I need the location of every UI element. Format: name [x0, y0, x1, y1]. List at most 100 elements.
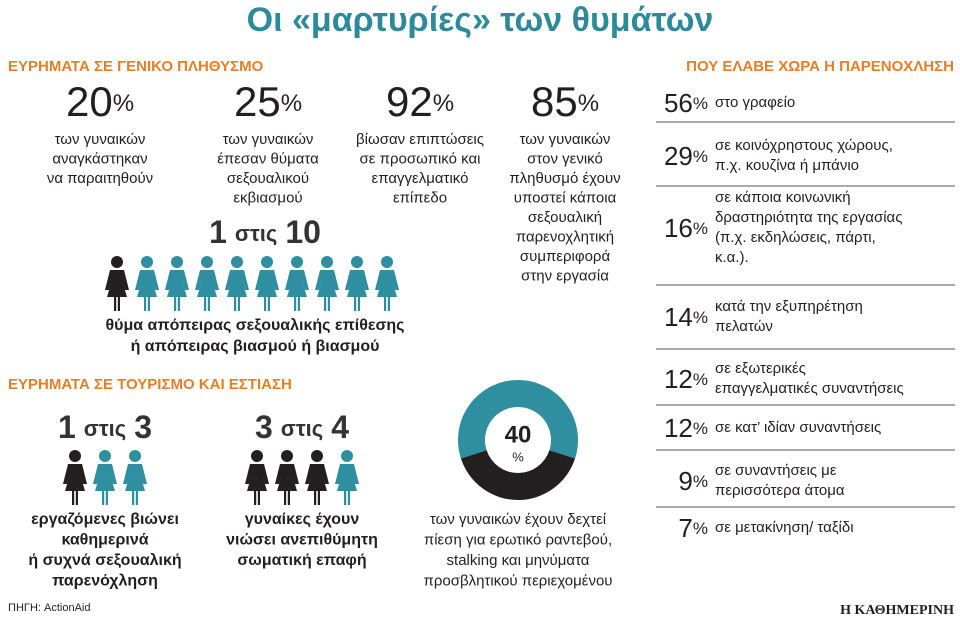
ratio-word: στις: [235, 221, 277, 246]
title: Οι «μαρτυρίες» των θυμάτων: [247, 1, 714, 39]
person-head: [341, 450, 353, 462]
person-body: [63, 464, 87, 505]
person-icon: [255, 256, 279, 311]
person-body: [165, 270, 189, 311]
stat-unit: %: [578, 90, 599, 117]
text-line: παρενόχληση: [52, 573, 158, 590]
ratio-count: 3: [255, 409, 273, 445]
stat-unit: %: [693, 370, 708, 389]
person-body: [105, 270, 129, 311]
person-icon: [93, 450, 117, 505]
person-icon: [105, 256, 129, 311]
person-head: [141, 256, 153, 268]
text-line: δραστηριότητα της εργασίας: [715, 209, 902, 226]
stat-unit: %: [433, 90, 454, 117]
text-line: συμπεριφορά: [520, 248, 611, 265]
stat: 56%: [664, 88, 708, 118]
text-line: υποστεί κάποια: [514, 189, 617, 206]
text-line: των γυναικών: [223, 131, 314, 148]
text-line: σεξουαλικού: [227, 170, 309, 187]
person-head: [251, 450, 263, 462]
person-head: [291, 256, 303, 268]
text-line: καθημερινά: [61, 532, 148, 549]
text-line: κ.α.).: [715, 249, 749, 266]
text-line: σε κατ’ ιδίαν συναντήσεις: [715, 419, 881, 436]
person-body: [285, 270, 309, 311]
stat-unit: %: [693, 519, 708, 538]
stat-unit: %: [113, 90, 134, 117]
source: ΠΗΓΗ: ActionAid: [8, 602, 90, 614]
text-line: στην εργασία: [521, 267, 609, 284]
stat-unit: %: [693, 147, 708, 166]
text-line: να παραιτηθούν: [47, 170, 153, 187]
stat-unit: %: [693, 308, 708, 327]
text-line: σε προσωπικό και: [360, 150, 481, 167]
person-body: [345, 270, 369, 311]
person-icon: [195, 256, 219, 311]
ratio-total: 3: [134, 409, 152, 445]
stat-unit: %: [693, 94, 708, 113]
text-line: νιώσει ανεπιθύμητη: [226, 532, 378, 549]
stat-value: 25: [234, 78, 281, 125]
text-line: εργαζόμενες βιώνει: [31, 511, 179, 528]
stat-value: 12: [664, 364, 693, 394]
text-line: επαγγελματικές συναντήσεις: [715, 380, 904, 397]
text-line: πληθυσμό έχουν: [509, 170, 620, 187]
person-body: [305, 464, 329, 505]
text-line: προσβλητικού περιεχομένου: [423, 572, 612, 589]
stat-value: 29: [664, 141, 693, 171]
ratio-total: 4: [331, 409, 349, 445]
stat-unit: %: [693, 219, 708, 238]
text-line: stalking και μηνύματα: [447, 552, 590, 569]
text-line: π.χ. κουζίνα ή μπάνιο: [715, 157, 859, 174]
person-body: [123, 464, 147, 505]
stat-value: 16: [664, 213, 693, 243]
person-body: [375, 270, 399, 311]
text-line: θύμα απόπειρας σεξουαλικής επίθεσης: [106, 317, 405, 334]
stat-value: 7: [678, 513, 692, 543]
ratio-word: στις: [84, 416, 126, 441]
person-head: [171, 256, 183, 268]
donut-rest: [458, 380, 578, 459]
text-line: σωματική επαφή: [237, 552, 366, 569]
stat-value: 56: [664, 88, 693, 118]
stat-value: 20: [66, 78, 113, 125]
text-line: σε εξωτερικές: [715, 360, 806, 377]
person-icon: [285, 256, 309, 311]
text-line: των γυναικών έχουν δεχτεί: [430, 511, 607, 528]
donut-unit-label: %: [512, 449, 524, 464]
stat-value: 9: [678, 466, 692, 496]
stat: 16%: [664, 213, 708, 243]
ratio: 1 στις 3: [58, 409, 152, 445]
person-head: [231, 256, 243, 268]
stat-value: 92: [386, 78, 433, 125]
text-line: (π.χ. εκδηλώσεις, πάρτι,: [715, 229, 876, 246]
stat: 25%: [234, 78, 302, 125]
person-icon: [135, 256, 159, 311]
stat: 12%: [664, 364, 708, 394]
stat-unit: %: [693, 419, 708, 438]
stat-unit: %: [281, 90, 302, 117]
person-icon: [63, 450, 87, 505]
ratio-count: 1: [209, 214, 227, 250]
stat-unit: %: [693, 472, 708, 491]
person-body: [255, 270, 279, 311]
text-line: γυναίκες έχουν: [245, 511, 360, 528]
person-icon: [123, 450, 147, 505]
section-heading: ΕΥΡΗΜΑΤΑ ΣΕ ΤΟΥΡΙΣΜΟ ΚΑΙ ΕΣΤΙΑΣΗ: [8, 376, 292, 393]
donut-value: [460, 450, 576, 501]
person-head: [261, 256, 273, 268]
text-line: πελατών: [715, 318, 773, 335]
person-icon: [335, 450, 359, 505]
person-body: [245, 464, 269, 505]
text-line: εκβιασμού: [233, 189, 302, 206]
person-head: [321, 256, 333, 268]
person-icon: [345, 256, 369, 311]
person-head: [111, 256, 123, 268]
person-body: [335, 464, 359, 505]
ratio: 3 στις 4: [255, 409, 349, 445]
stat-value: 85: [531, 78, 578, 125]
text-line: έπεσαν θύματα: [217, 150, 319, 167]
text-line: περισσότερα άτομα: [715, 482, 845, 499]
person-head: [311, 450, 323, 462]
